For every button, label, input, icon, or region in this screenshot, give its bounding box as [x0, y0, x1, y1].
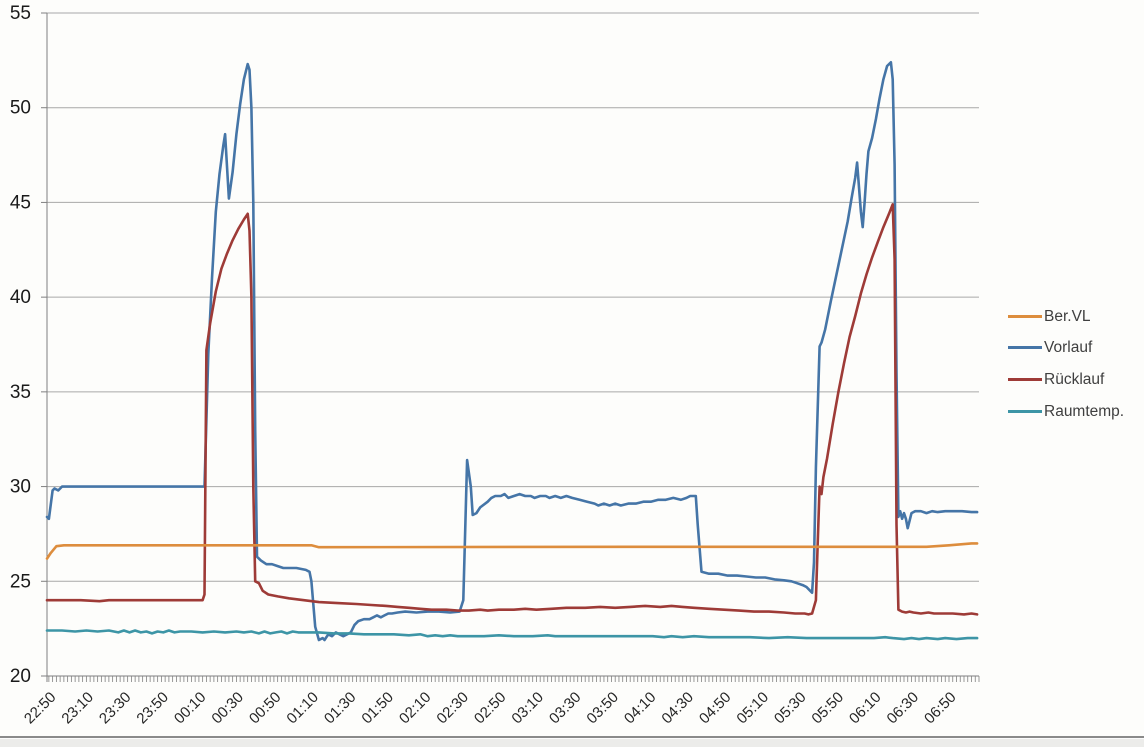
- svg-text:50: 50: [10, 98, 31, 119]
- svg-text:06:10: 06:10: [846, 689, 885, 728]
- svg-text:05:10: 05:10: [733, 689, 772, 728]
- svg-text:03:30: 03:30: [546, 689, 585, 728]
- svg-text:23:10: 23:10: [58, 689, 97, 728]
- svg-text:23:50: 23:50: [133, 689, 172, 728]
- svg-text:23:30: 23:30: [96, 689, 135, 728]
- svg-text:03:10: 03:10: [508, 689, 547, 728]
- svg-text:05:30: 05:30: [771, 689, 810, 728]
- svg-text:03:50: 03:50: [583, 689, 622, 728]
- series-line-raumtemp[interactable]: [45, 629, 979, 641]
- svg-text:00:10: 00:10: [171, 689, 210, 728]
- series-line-rcklauf[interactable]: [45, 203, 979, 616]
- svg-text:02:30: 02:30: [433, 689, 472, 728]
- legend-swatch-ruecklauf: [1008, 378, 1042, 381]
- svg-text:06:50: 06:50: [921, 689, 960, 728]
- legend-item-raumtemp[interactable]: Raumtemp.: [1008, 401, 1124, 422]
- svg-text:45: 45: [10, 192, 31, 213]
- svg-text:00:30: 00:30: [208, 689, 247, 728]
- svg-text:40: 40: [10, 287, 31, 308]
- legend-label-vorlauf: Vorlauf: [1044, 338, 1093, 356]
- svg-text:01:30: 01:30: [321, 689, 360, 728]
- y-axis-labels: 20 25 30 35 40 45 50 55: [10, 3, 31, 687]
- x-axis-labels: 22:5023:1023:3023:5000:1000:3000:5001:10…: [21, 689, 960, 728]
- svg-text:20: 20: [10, 666, 31, 687]
- legend-item-ruecklauf[interactable]: Rücklauf: [1008, 369, 1104, 390]
- legend-label-raumtemp: Raumtemp.: [1044, 402, 1125, 420]
- svg-text:30: 30: [10, 477, 31, 498]
- series-line-bervl[interactable]: [45, 542, 979, 560]
- x-axis-minor-ticks: [48, 676, 980, 682]
- legend-swatch-vorlauf: [1008, 346, 1042, 349]
- series-line-vorlauf[interactable]: [45, 60, 979, 642]
- svg-text:01:10: 01:10: [283, 689, 322, 728]
- gridlines: [41, 12, 979, 677]
- svg-text:04:30: 04:30: [658, 689, 697, 728]
- svg-text:00:50: 00:50: [246, 689, 285, 728]
- svg-text:06:30: 06:30: [883, 689, 922, 728]
- svg-text:02:50: 02:50: [471, 689, 510, 728]
- svg-text:04:50: 04:50: [696, 689, 735, 728]
- chart-legend: Ber.VL Vorlauf Rücklauf Raumtemp.: [1008, 0, 1144, 747]
- svg-text:22:50: 22:50: [21, 689, 60, 728]
- svg-text:04:10: 04:10: [621, 689, 660, 728]
- svg-text:35: 35: [10, 382, 31, 403]
- legend-item-ber-vl[interactable]: Ber.VL: [1008, 306, 1091, 327]
- svg-text:55: 55: [10, 3, 31, 24]
- svg-text:25: 25: [10, 571, 31, 592]
- legend-label-ruecklauf: Rücklauf: [1044, 370, 1105, 388]
- svg-text:05:50: 05:50: [808, 689, 847, 728]
- legend-swatch-raumtemp: [1008, 410, 1042, 413]
- legend-label-ber-vl: Ber.VL: [1044, 307, 1091, 325]
- legend-swatch-ber-vl: [1008, 315, 1042, 318]
- legend-item-vorlauf[interactable]: Vorlauf: [1008, 337, 1092, 358]
- svg-text:02:10: 02:10: [396, 689, 435, 728]
- svg-text:01:50: 01:50: [358, 689, 397, 728]
- window-bottom-bar: [0, 736, 1144, 747]
